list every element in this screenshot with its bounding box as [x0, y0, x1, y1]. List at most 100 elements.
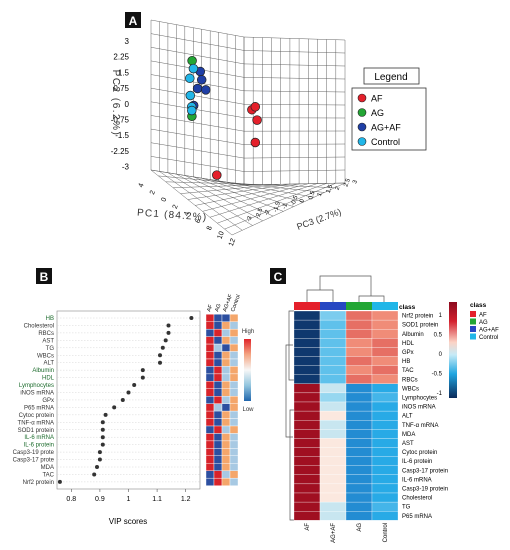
heatmap-cell [345, 365, 373, 375]
heatmap-row-label: HB [402, 359, 410, 365]
vip-point [100, 420, 105, 425]
vip-heat-cell [229, 440, 239, 449]
vip-row-label: Lymphocytes [19, 383, 54, 389]
heatmap-row-label: TG [402, 505, 411, 511]
heatmap-legend-title: class [470, 302, 487, 309]
vip-heat-cell [221, 410, 231, 419]
heatmap-cell [293, 347, 321, 357]
vip-heat-cell [213, 366, 223, 375]
vip-point [126, 390, 131, 395]
vip-heat-cell [213, 403, 223, 412]
vip-heat-cell [205, 440, 215, 449]
pca-legend-label: AG [371, 108, 384, 118]
vip-row-label: IL-6 protein [24, 443, 54, 449]
heatmap-cell [319, 356, 347, 366]
dendrogram-branch-ag-control [358, 295, 385, 302]
grid-line [150, 74, 245, 92]
vip-heat-cell [205, 329, 215, 337]
heatmap-cell [293, 483, 321, 494]
heatmap-legend-swatch [470, 318, 476, 325]
heatmap-cell [293, 492, 321, 503]
grid-line [243, 63, 346, 67]
grid-line [217, 183, 327, 224]
grid-line [159, 171, 243, 231]
heatmap-cell [345, 383, 373, 394]
pca-y-tick: 3 [125, 37, 130, 46]
heatmap-class-bar [294, 302, 398, 310]
vip-heat-cell [205, 433, 215, 442]
vip-heat-cell [213, 470, 223, 479]
grid-line [243, 90, 346, 93]
vip-row-label: Cytoc protein [19, 413, 54, 419]
grid-line [243, 156, 346, 159]
heatmap-cell [371, 438, 399, 448]
heatmap-cell [293, 365, 321, 375]
grid-line [210, 179, 304, 203]
vip-heat-cell [213, 448, 223, 457]
pca-point-ag [187, 55, 197, 66]
pca-z-tick: -1.5 [273, 201, 282, 213]
pca-y-ticks: 3 2.25 1.5 0.75 0 -0.75 -1.5 -2.25 -3 [111, 37, 130, 172]
heatmap-legend-swatch [470, 311, 476, 317]
pca-y-tick: 0.75 [113, 84, 129, 93]
heatmap-cell [371, 347, 399, 357]
vip-row-label: ALT [43, 361, 54, 367]
heatmap-cell [293, 420, 321, 430]
grid-line [150, 19, 245, 38]
heatmap-row-labels: Nrf2 protein SOD1 protein Albumin HDL GPx HB T… [402, 314, 448, 520]
grid-line [202, 183, 309, 212]
vip-point [166, 323, 171, 328]
vip-row-label: Cholesterol [24, 323, 54, 329]
heatmap-cell [293, 429, 321, 439]
vip-point [163, 338, 168, 343]
heatmap-cell [345, 447, 373, 457]
pca-point-control [185, 73, 195, 84]
heatmap-colorbar-tick: 1 [439, 313, 443, 319]
pca-z-tick: 1 [317, 192, 324, 198]
vip-heat-cell [229, 336, 239, 345]
heatmap-row-label: TNF-α mRNA [402, 423, 438, 429]
heatmap-cell [371, 465, 399, 475]
heatmap-cell [345, 319, 373, 330]
grid-line [150, 87, 245, 105]
pca-x-tick: 0 [160, 197, 168, 203]
pca-point-control [188, 63, 199, 74]
vip-heat-cell [213, 410, 223, 419]
pca-y-tick: -3 [122, 163, 130, 172]
pca-point-control [187, 105, 197, 116]
vip-heat-cell [213, 321, 223, 330]
pca-x-axis-label: PC1 (84.2%) [137, 208, 208, 224]
vip-heat-cell [229, 366, 239, 375]
vip-row-label: HDL [42, 376, 55, 382]
vip-point [140, 368, 145, 373]
heatmap-row-label: Cytoc protein [402, 450, 437, 456]
heatmap-column-labels: AF AG+AF AG Control [305, 523, 389, 543]
grid-line [243, 182, 346, 186]
vip-tick-label: 0.9 [95, 496, 105, 503]
vip-tick-label: 1.2 [181, 496, 191, 503]
vip-heat-cell [213, 433, 223, 442]
vip-heat-cell [221, 336, 231, 345]
heatmap-colorbar-tick: -0.5 [432, 372, 443, 378]
dendrogram-row-upper [288, 310, 294, 381]
heatmap-cell [293, 319, 321, 330]
vip-heat-cell [205, 396, 215, 404]
heatmap-row-label: ALT [402, 414, 413, 420]
heatmap-row-label: HDL [402, 341, 415, 347]
vip-row-label: Nrf2 protein [23, 480, 54, 486]
heatmap-cell [371, 447, 399, 457]
vip-heat-cell [229, 381, 239, 389]
pca-y-axis-label: PC2 (6.2%) [110, 70, 121, 137]
vip-point [97, 457, 102, 462]
panel-b-letter: B [40, 270, 49, 284]
heatmap-row-label: IL-6 protein [402, 459, 432, 465]
vip-tick-label: 1.1 [152, 496, 162, 503]
heatmap-cell [319, 410, 347, 421]
vip-heat-cell [213, 351, 223, 360]
vip-colorbar-low: Low [242, 407, 254, 413]
vip-heat-cell [213, 478, 223, 486]
pca-legend-marker [357, 108, 367, 117]
grid-line [243, 169, 346, 172]
